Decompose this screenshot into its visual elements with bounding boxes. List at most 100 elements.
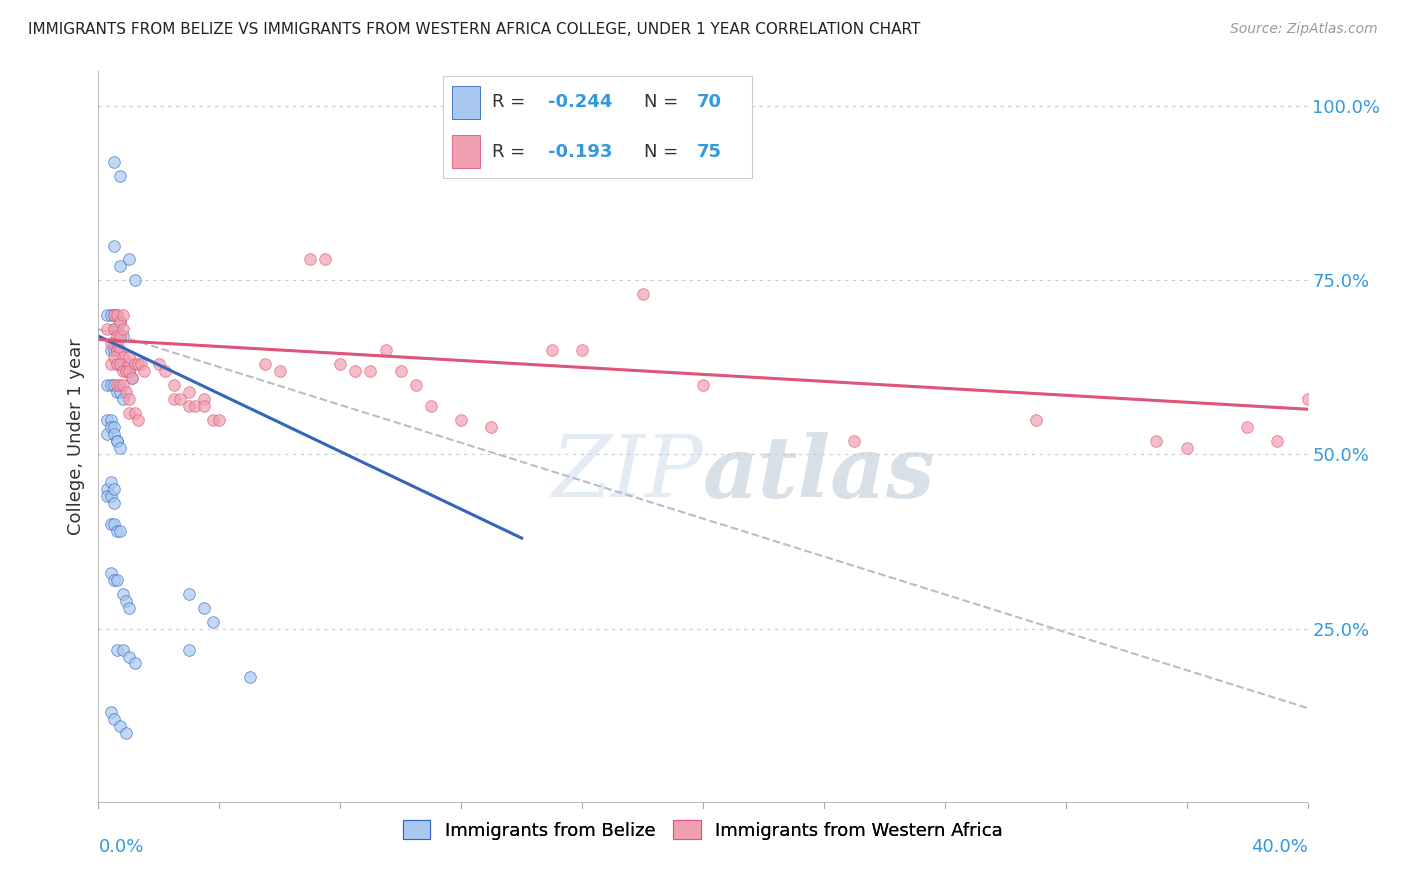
Point (105, 336, 128, 351)
Point (114, 726, 136, 740)
Point (1024, 412, 1046, 426)
Point (193, 600, 215, 615)
Point (118, 649, 141, 664)
Point (844, 434, 866, 448)
Point (124, 657, 146, 671)
Text: N =: N = (644, 94, 683, 112)
Point (108, 260, 131, 274)
Point (118, 252, 141, 267)
Point (100, 419, 122, 434)
Point (108, 343, 131, 357)
Point (111, 587, 134, 601)
Text: IMMIGRANTS FROM BELIZE VS IMMIGRANTS FROM WESTERN AFRICA COLLEGE, UNDER 1 YEAR C: IMMIGRANTS FROM BELIZE VS IMMIGRANTS FRO… (28, 22, 921, 37)
Point (129, 357, 152, 371)
Point (374, 343, 396, 357)
Point (111, 364, 134, 378)
Point (103, 712, 125, 726)
Point (148, 357, 170, 371)
Point (118, 600, 141, 615)
Point (100, 475, 122, 490)
Point (114, 594, 136, 608)
Text: -0.244: -0.244 (548, 94, 613, 112)
Point (105, 434, 128, 448)
Point (169, 392, 191, 406)
Point (96, 426, 118, 441)
Point (105, 343, 128, 357)
Point (100, 412, 122, 426)
Point (108, 377, 131, 392)
Point (100, 377, 122, 392)
Point (100, 566, 122, 580)
Point (179, 642, 201, 657)
Point (103, 426, 125, 441)
Point (100, 308, 122, 322)
Point (103, 350, 125, 364)
Text: atlas: atlas (703, 432, 935, 516)
Point (111, 329, 134, 343)
Point (108, 719, 131, 733)
Point (124, 357, 146, 371)
Point (184, 399, 207, 413)
Point (299, 252, 322, 267)
Point (631, 287, 654, 301)
Point (571, 343, 593, 357)
Point (105, 329, 128, 343)
Point (108, 384, 131, 399)
Point (163, 392, 186, 406)
Point (103, 155, 125, 169)
Point (100, 489, 122, 503)
Point (540, 343, 562, 357)
Point (1144, 434, 1167, 448)
Point (124, 273, 146, 287)
Text: -0.193: -0.193 (548, 143, 613, 161)
Point (114, 364, 136, 378)
Point (108, 441, 131, 455)
Point (111, 392, 134, 406)
Text: 75: 75 (696, 143, 721, 161)
Point (108, 315, 131, 329)
Text: 40.0%: 40.0% (1251, 838, 1308, 855)
Point (100, 705, 122, 719)
Point (96, 489, 118, 503)
Point (96, 412, 118, 426)
Point (103, 308, 125, 322)
Point (103, 517, 125, 532)
Point (202, 615, 225, 629)
Text: Source: ZipAtlas.com: Source: ZipAtlas.com (1230, 22, 1378, 37)
Point (269, 364, 291, 378)
Point (105, 573, 128, 587)
Text: 0.0%: 0.0% (98, 838, 143, 855)
Point (360, 364, 382, 378)
Point (105, 357, 128, 371)
Point (405, 377, 427, 392)
Point (96, 483, 118, 497)
Point (108, 524, 131, 538)
Point (96, 322, 118, 336)
Point (127, 357, 149, 371)
Point (108, 329, 131, 343)
Point (105, 322, 128, 336)
Point (239, 670, 262, 684)
Point (692, 377, 714, 392)
Point (450, 412, 472, 426)
Point (118, 357, 141, 371)
Point (108, 169, 131, 183)
Point (389, 364, 412, 378)
Point (1267, 434, 1289, 448)
Point (103, 496, 125, 510)
FancyBboxPatch shape (453, 87, 479, 119)
Point (344, 364, 367, 378)
Point (111, 377, 134, 392)
Point (105, 524, 128, 538)
Point (105, 343, 128, 357)
Point (179, 384, 201, 399)
Point (127, 412, 149, 426)
Legend: Immigrants from Belize, Immigrants from Western Africa: Immigrants from Belize, Immigrants from … (394, 811, 1012, 848)
Point (105, 357, 128, 371)
Point (179, 399, 201, 413)
Point (111, 308, 134, 322)
Point (103, 343, 125, 357)
Point (1175, 441, 1198, 455)
Point (105, 308, 128, 322)
Point (193, 392, 215, 406)
